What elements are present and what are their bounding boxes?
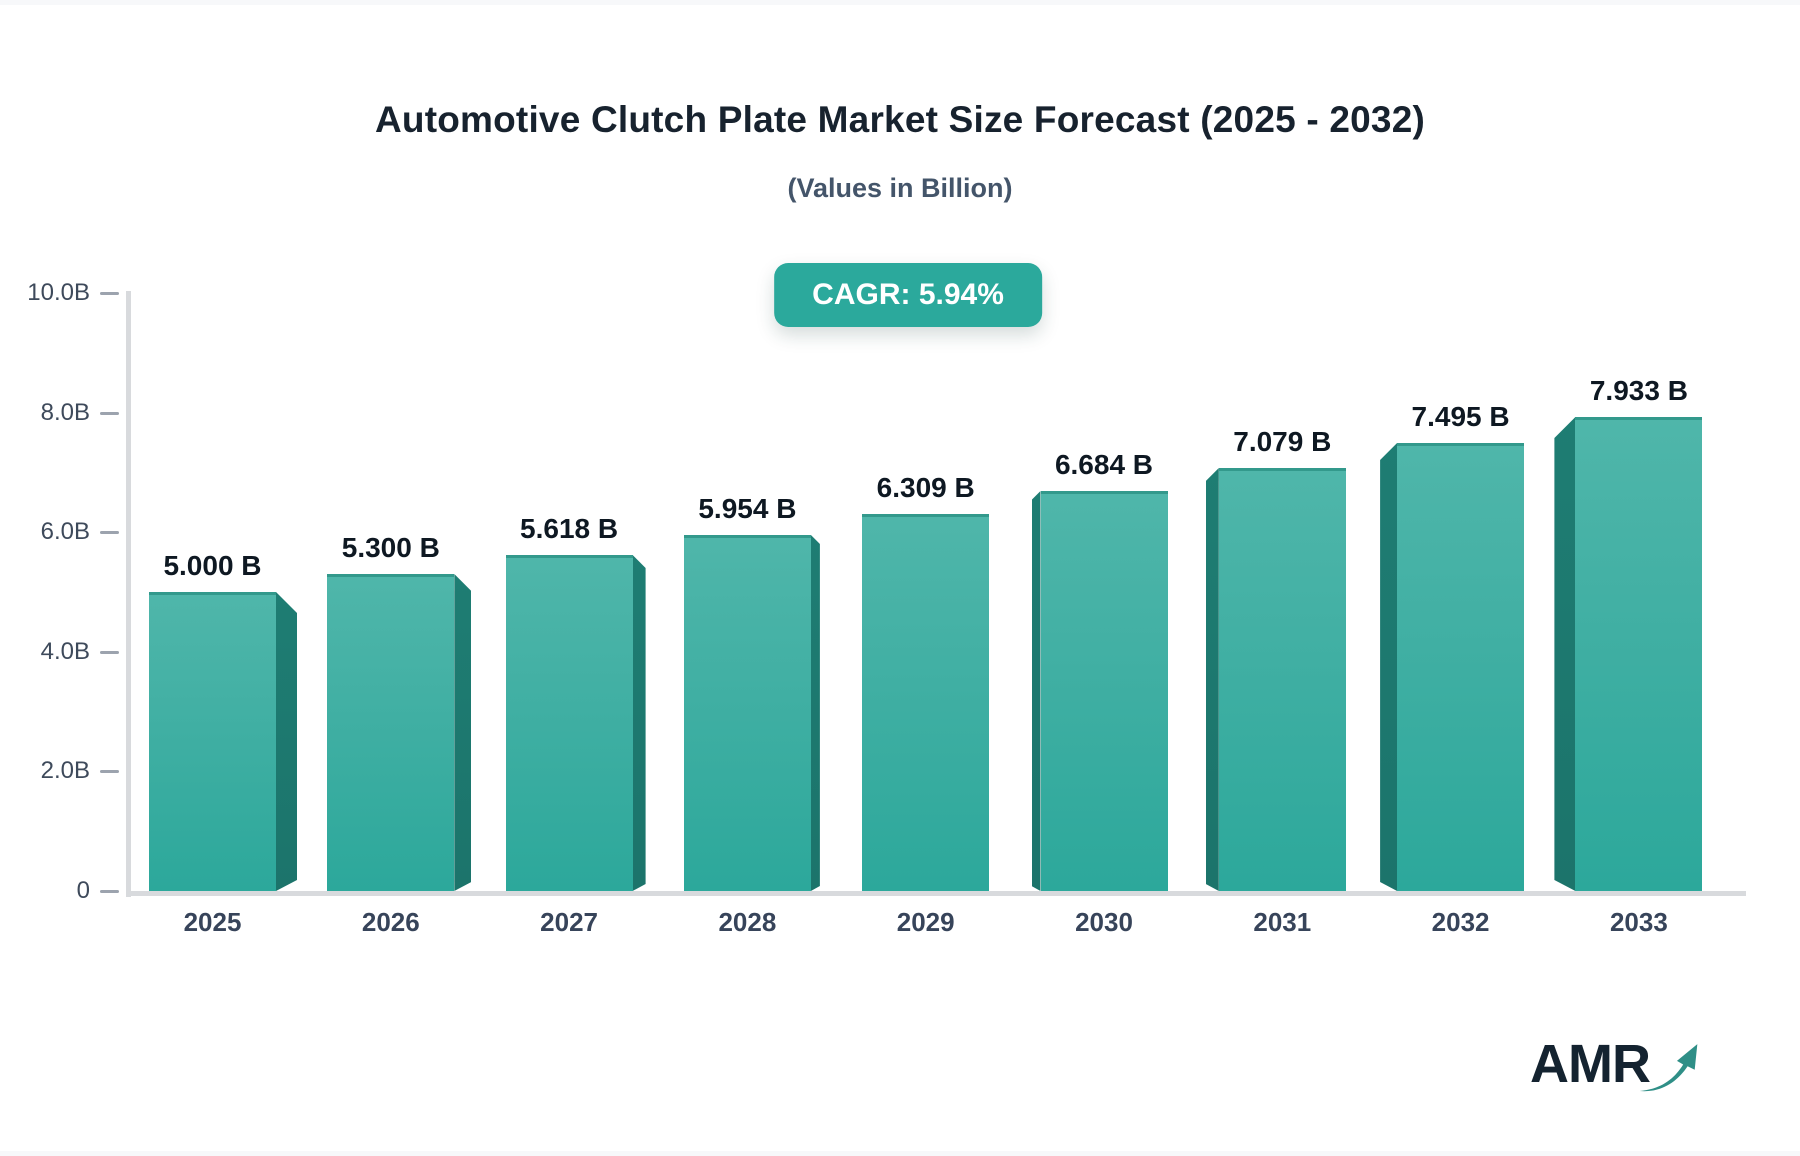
- y-tick-dash: [100, 411, 119, 415]
- x-axis-label-2032: 2032: [1431, 907, 1490, 937]
- x-axis-label-2030: 2030: [1075, 907, 1133, 937]
- y-tick-label: 0: [76, 877, 90, 904]
- bar-side-shadow: [1554, 417, 1575, 891]
- bar-side-shadow: [1032, 491, 1041, 891]
- y-tick-label: 6.0B: [40, 518, 90, 546]
- bar-value-label: 5.954 B: [698, 493, 797, 524]
- plot-area: 0 2.0B 4.0B 6.0B 8.0B 10.0B 5.000 B 5.300 B 5.6…: [0, 5, 1800, 1151]
- bar-side-shadow: [276, 592, 297, 891]
- x-axis-label-2025: 2025: [183, 907, 242, 937]
- x-axis-line: [126, 891, 1746, 896]
- bar-face: [683, 535, 811, 891]
- bar-2027: [505, 555, 646, 891]
- bar-2030: [1032, 491, 1168, 891]
- cagr-badge: CAGR: 5.94%: [774, 263, 1042, 327]
- chart-subtitle: (Values in Billion): [787, 173, 1013, 203]
- y-tick-dash: [100, 292, 119, 295]
- trend-up-arrow-icon: [1638, 1039, 1700, 1102]
- bar-side-shadow: [454, 574, 471, 891]
- bar-value-label: 6.684 B: [1054, 449, 1154, 480]
- bar-value-label: 5.300 B: [341, 532, 440, 563]
- bar-2026: [327, 574, 471, 891]
- amr-logo-text: AMR: [1530, 1034, 1651, 1094]
- bar-face: [505, 555, 633, 891]
- bar-2031: [1206, 468, 1346, 891]
- y-tick-label: 8.0B: [40, 398, 90, 426]
- y-tick-label: 10.0B: [27, 279, 90, 306]
- amr-logo: AMR: [1530, 1037, 1700, 1102]
- bar-2032: [1380, 443, 1525, 891]
- bar-2033: [1554, 417, 1703, 891]
- y-tick-dash: [100, 890, 119, 893]
- bar-side-shadow: [811, 535, 820, 891]
- x-axis-label-2031: 2031: [1253, 907, 1312, 937]
- bar-2029: [862, 514, 990, 891]
- y-tick-label: 4.0B: [40, 637, 90, 665]
- bar-value-label: 7.495 B: [1411, 401, 1510, 432]
- bar-face: [1218, 468, 1346, 891]
- bar-value-label: 7.079 B: [1233, 426, 1332, 457]
- x-axis-label-2027: 2027: [540, 907, 599, 937]
- x-axis-label-2029: 2029: [896, 907, 955, 937]
- bar-face: [327, 574, 455, 891]
- bar-side-shadow: [1206, 468, 1219, 891]
- bar-face: [1575, 417, 1703, 891]
- bar-face: [862, 514, 990, 891]
- bar-side-shadow: [633, 555, 646, 891]
- y-tick-dash: [100, 650, 119, 654]
- y-tick-dash: [100, 531, 119, 535]
- bar-face: [1397, 443, 1525, 891]
- bar-face: [1040, 491, 1168, 891]
- x-axis-label-2033: 2033: [1609, 907, 1668, 937]
- bar-value-label: 7.933 B: [1589, 375, 1688, 406]
- bar-2028: [683, 535, 820, 891]
- x-axis-label-2028: 2028: [718, 907, 777, 937]
- bar-side-shadow: [1380, 443, 1397, 891]
- y-axis-line: [126, 291, 131, 897]
- bar-face: [149, 592, 276, 891]
- bar-value-label: 5.618 B: [520, 513, 619, 544]
- chart-title: Automotive Clutch Plate Market Size Fore…: [374, 99, 1425, 140]
- y-tick-label: 2.0B: [40, 757, 90, 785]
- bar-value-label: 5.000 B: [163, 550, 262, 581]
- x-axis-label-2026: 2026: [361, 907, 420, 937]
- bar-2025: [149, 592, 297, 891]
- bar-value-label: 6.309 B: [876, 472, 975, 503]
- y-tick-dash: [100, 770, 119, 774]
